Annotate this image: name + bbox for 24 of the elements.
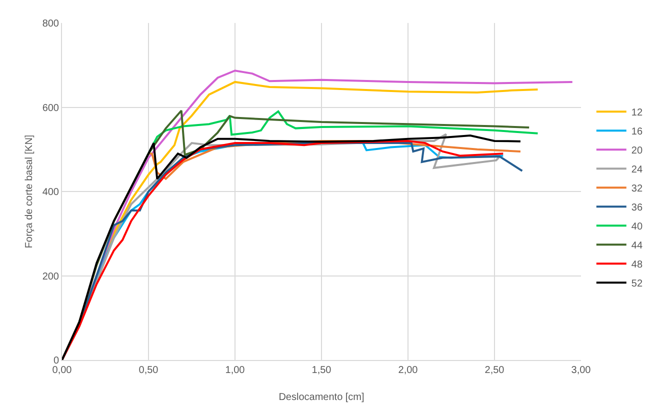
x-axis-title: Deslocamento [cm]: [278, 392, 365, 403]
legend-label: 16: [631, 126, 643, 138]
x-tick-label: 2,50: [484, 365, 505, 376]
legend-label: 24: [631, 164, 643, 176]
x-tick-label: 2,00: [398, 365, 418, 376]
y-axis-title: Força de corte basal [KN]: [24, 134, 35, 248]
x-tick-label: 0,50: [138, 365, 159, 376]
legend-label: 44: [631, 240, 643, 252]
y-tick-label: 200: [42, 271, 60, 282]
y-tick-label: 800: [42, 18, 60, 30]
legend-label: 48: [631, 260, 643, 271]
x-tick-label: 3,00: [571, 365, 592, 376]
legend-label: 36: [631, 202, 643, 214]
y-tick-label: 0: [53, 356, 60, 366]
legend-label: 52: [631, 278, 643, 290]
x-tick-label: 1,00: [225, 365, 246, 376]
y-tick-label: 400: [42, 187, 60, 198]
legend-label: 32: [631, 184, 643, 195]
legend-label: 12: [631, 108, 643, 119]
legend-label: 20: [631, 146, 643, 157]
y-tick-label: 600: [42, 102, 60, 114]
x-tick-label: 0,00: [52, 365, 72, 376]
x-tick-label: 1,50: [312, 365, 332, 376]
legend-label: 40: [631, 222, 643, 233]
